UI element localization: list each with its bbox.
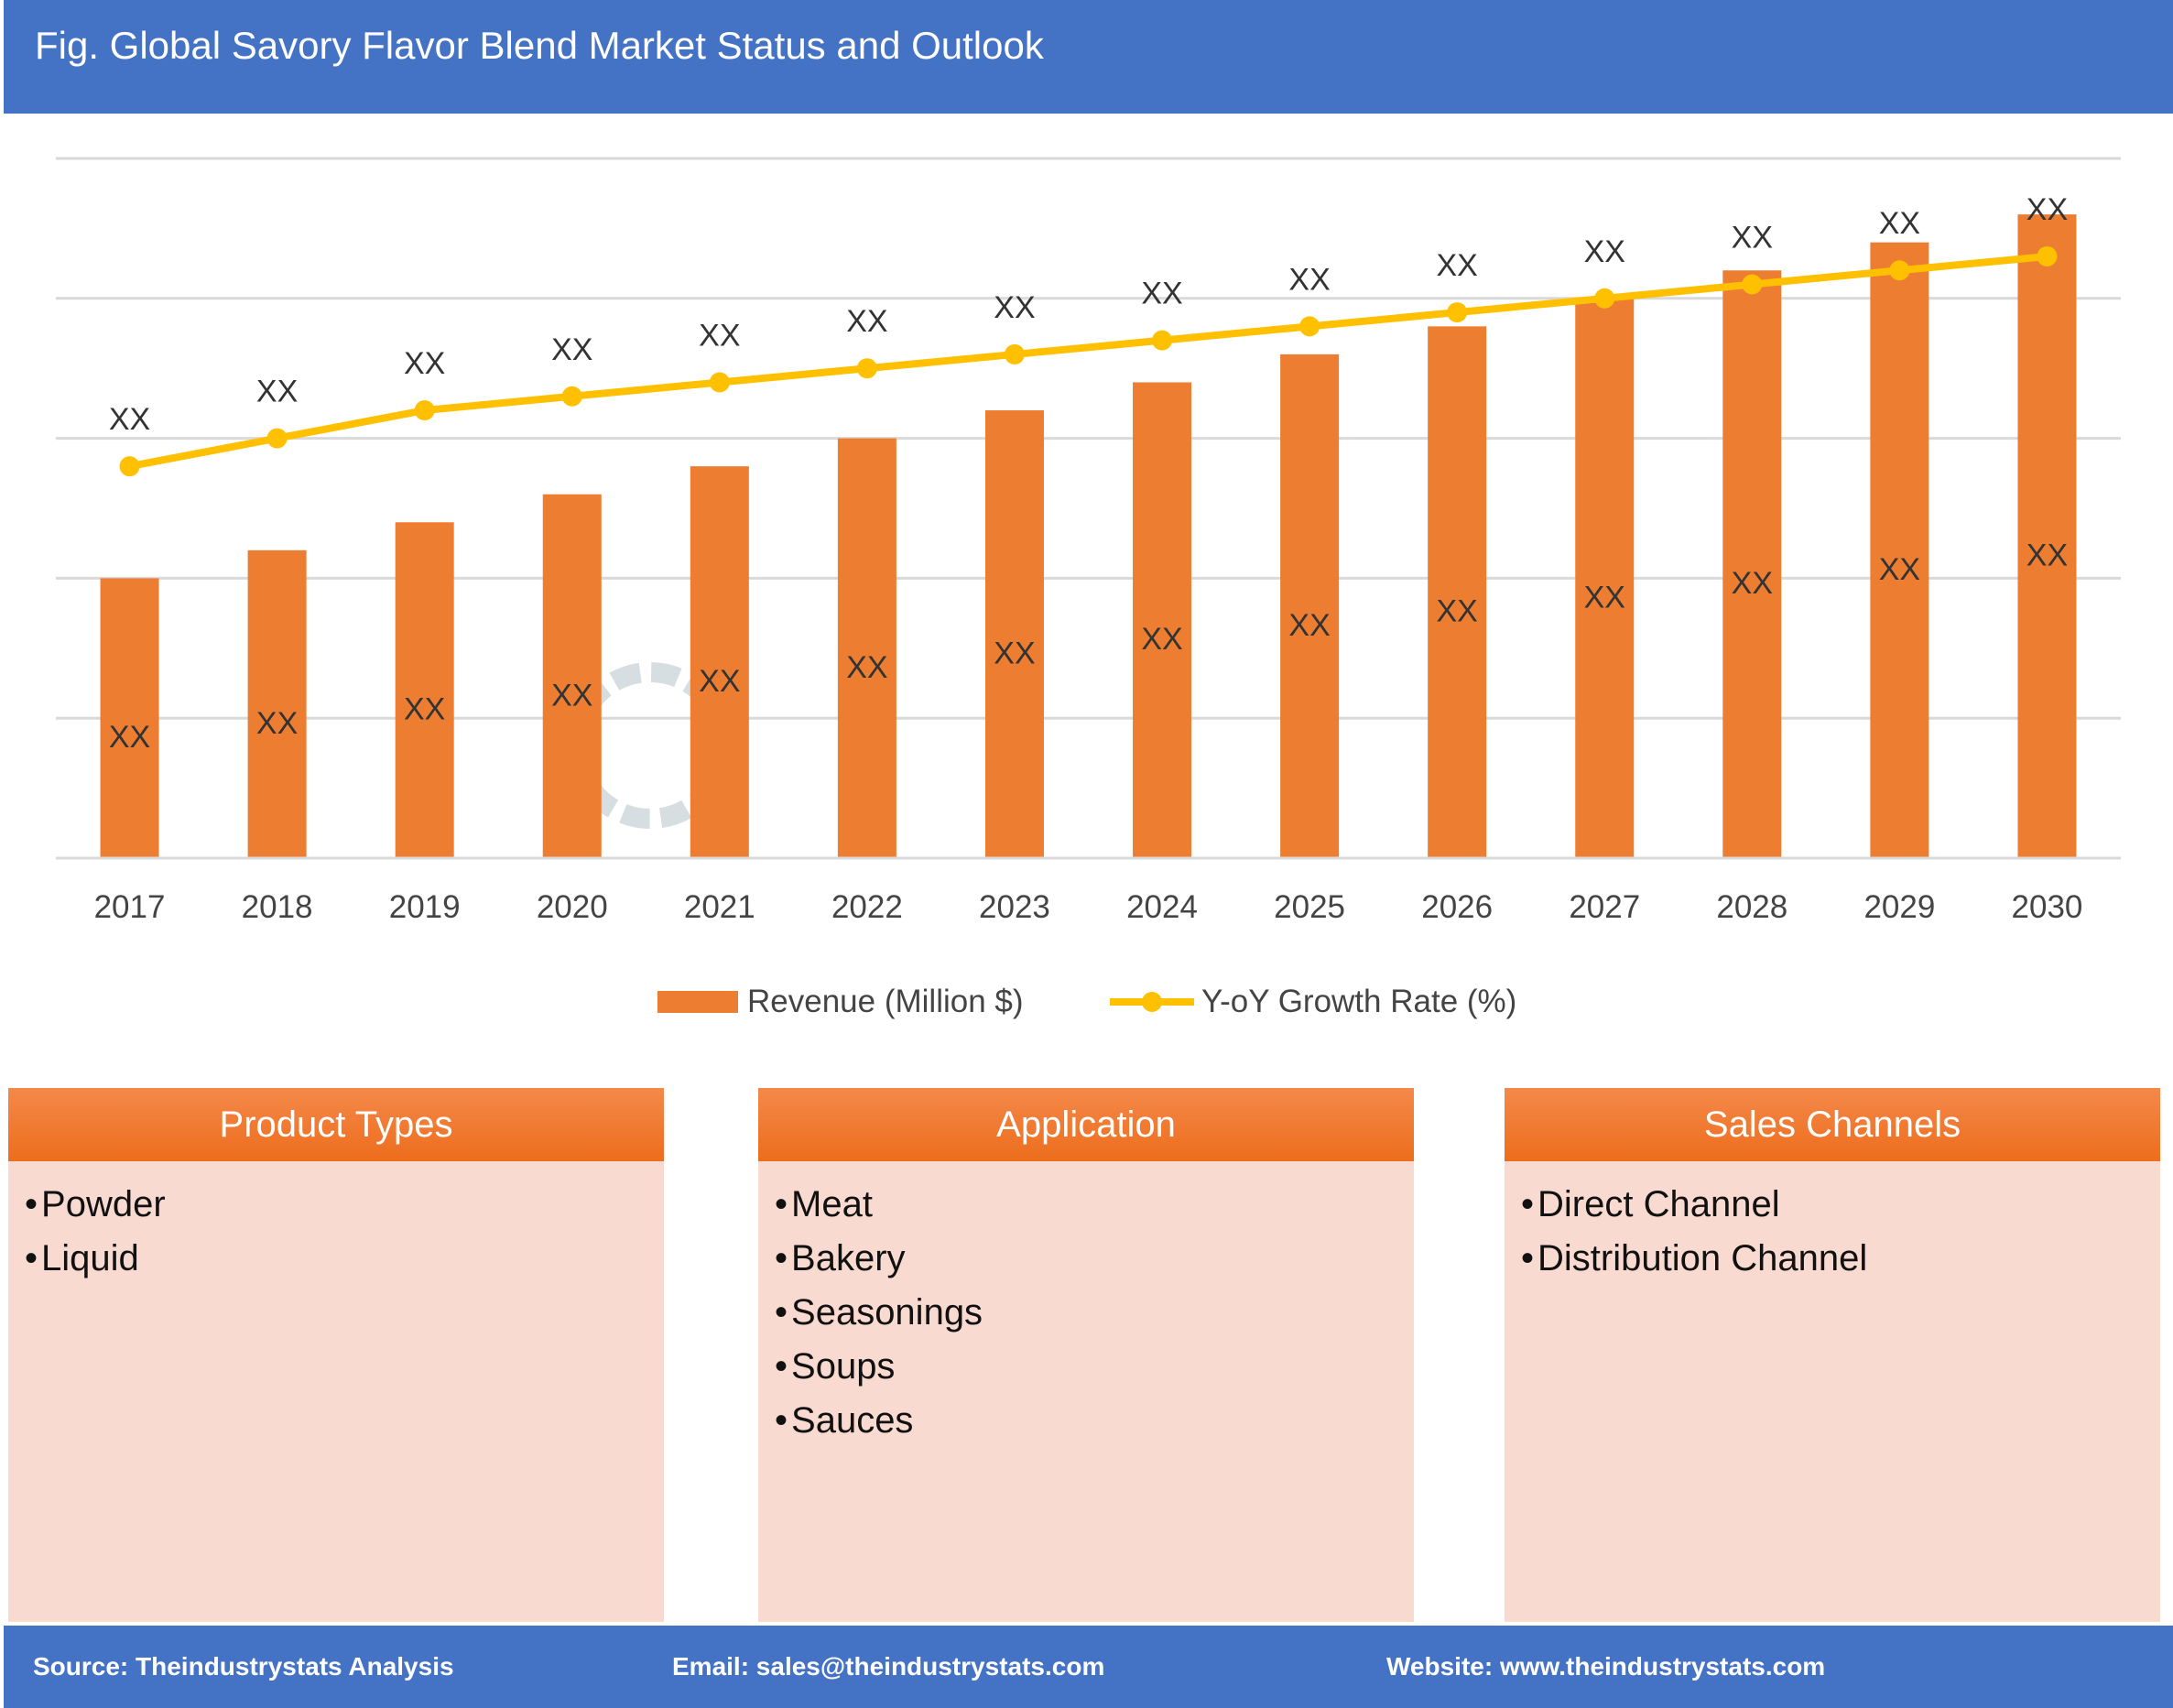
bar [395, 522, 454, 858]
footer-website: Website: www.theindustrystats.com [1386, 1652, 1826, 1681]
panel-sales-channels: Sales Channels Direct ChannelDistributio… [1505, 1088, 2160, 1622]
growth-point [1594, 288, 1615, 309]
growth-label: XX [2026, 192, 2068, 227]
growth-point [119, 456, 140, 477]
bar [690, 466, 749, 858]
growth-label: XX [994, 290, 1035, 325]
list-item: Bakery [775, 1232, 1414, 1286]
growth-point [2037, 245, 2058, 267]
bar [837, 438, 896, 858]
bar-label: XX [1732, 566, 1773, 601]
growth-point [1152, 330, 1173, 351]
growth-label: XX [1584, 234, 1625, 269]
panel-application: Application MeatBakerySeasoningsSoupsSau… [758, 1088, 1414, 1622]
bar [984, 410, 1044, 858]
list-item: Soups [775, 1340, 1414, 1394]
growth-label: XX [1436, 248, 1477, 283]
bar-label: XX [551, 678, 592, 713]
list-item: Distribution Channel [1521, 1232, 2160, 1286]
panel-title: Product Types [8, 1088, 664, 1161]
bar-label: XX [1436, 594, 1477, 629]
list-item: Seasonings [775, 1286, 1414, 1340]
growth-point [1742, 274, 1763, 295]
list-item: Powder [25, 1178, 664, 1232]
bar [1575, 298, 1635, 858]
x-tick-label: 2017 [94, 889, 166, 925]
growth-label: XX [1732, 221, 1773, 256]
bar [2017, 214, 2077, 858]
bar [1280, 354, 1340, 858]
bar-label: XX [2026, 539, 2068, 573]
x-tick-label: 2021 [684, 889, 755, 925]
chart: XX XX XX XX XX XX XX XX XX XX XX XX XX XX XX XX XX XX XX XX… [56, 157, 2121, 1019]
growth-point [1447, 302, 1468, 323]
growth-label: XX [109, 402, 150, 437]
legend-bar-swatch [657, 991, 738, 1013]
bar-label: XX [1879, 552, 1920, 587]
list-item: Liquid [25, 1232, 664, 1286]
bar-label: XX [1584, 580, 1625, 615]
footer-source: Source: Theindustrystats Analysis [33, 1652, 454, 1681]
x-tick-label: 2026 [1421, 889, 1493, 925]
x-tick-label: 2019 [389, 889, 461, 925]
x-tick-label: 2025 [1274, 889, 1345, 925]
bar [542, 494, 602, 858]
growth-label: XX [699, 318, 740, 353]
bar-label: XX [404, 692, 445, 727]
x-tick-label: 2030 [2012, 889, 2083, 925]
growth-line [128, 252, 2048, 471]
growth-point [414, 400, 435, 421]
x-tick-label: 2020 [537, 889, 608, 925]
growth-label: XX [404, 346, 445, 381]
legend-line-marker [1142, 992, 1162, 1012]
x-tick-label: 2022 [831, 889, 903, 925]
panel-title: Application [758, 1088, 1414, 1161]
growth-label: XX [256, 375, 298, 409]
growth-point [709, 372, 730, 393]
bar [1133, 382, 1192, 859]
panel-title: Sales Channels [1505, 1088, 2160, 1161]
x-tick-label: 2029 [1863, 889, 1935, 925]
growth-point [1299, 316, 1320, 337]
x-tick-label: 2018 [242, 889, 313, 925]
legend-revenue: Revenue (Million $) [747, 984, 1024, 1019]
bar-label: XX [256, 706, 298, 741]
x-tick-label: 2023 [979, 889, 1050, 925]
bar [100, 578, 159, 858]
bar-label: XX [846, 650, 887, 685]
legend-growth: Y-oY Growth Rate (%) [1201, 984, 1516, 1019]
growth-label: XX [1141, 277, 1182, 311]
panel-product-types: Product Types PowderLiquid [8, 1088, 664, 1622]
growth-point [1004, 343, 1025, 364]
bar [1870, 242, 1929, 858]
list-item: Meat [775, 1178, 1414, 1232]
growth-label: XX [1879, 206, 1920, 241]
growth-point [1889, 260, 1910, 281]
x-tick-label: 2024 [1126, 889, 1198, 925]
x-tick-label: 2028 [1716, 889, 1787, 925]
bar [247, 549, 307, 858]
growth-label: XX [1288, 262, 1330, 297]
bar-label: XX [1141, 622, 1182, 657]
list-item: Sauces [775, 1394, 1414, 1448]
growth-label: XX [846, 304, 887, 339]
bar-label: XX [109, 720, 150, 755]
bar-label: XX [994, 636, 1035, 671]
x-tick-label: 2027 [1569, 889, 1640, 925]
growth-label: XX [551, 332, 592, 367]
figure-title: Fig. Global Savory Flavor Blend Market S… [4, 0, 2173, 114]
bar [1722, 270, 1782, 858]
footer-email: Email: sales@theindustrystats.com [672, 1652, 1105, 1681]
growth-point [856, 358, 877, 379]
bar-label: XX [1288, 608, 1330, 643]
bar-label: XX [699, 664, 740, 699]
footer: Source: Theindustrystats Analysis Email:… [4, 1626, 2173, 1708]
growth-point [266, 428, 288, 449]
list-item: Direct Channel [1521, 1178, 2160, 1232]
bar [1428, 326, 1487, 858]
growth-point [561, 386, 582, 407]
